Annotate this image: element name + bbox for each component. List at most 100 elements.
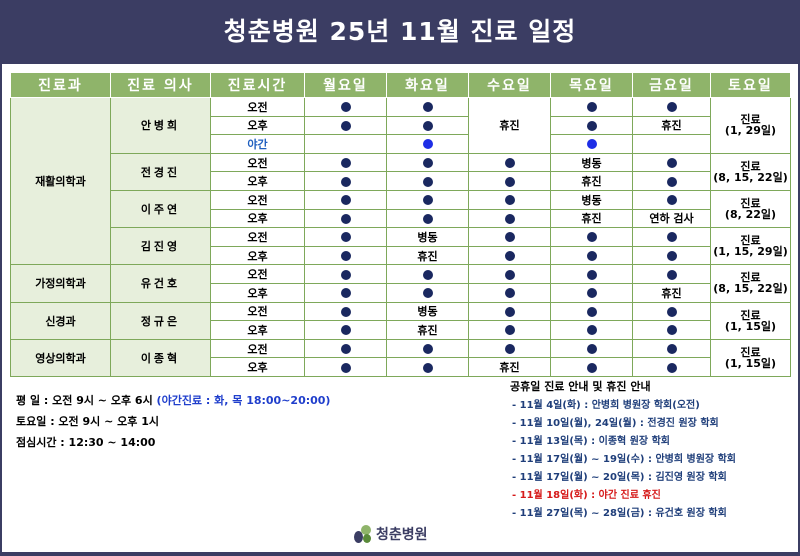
- available-dot-icon: [586, 120, 597, 131]
- available-dot-icon: [422, 213, 433, 224]
- slot-cell: [386, 357, 469, 377]
- notice-item: - 11월 27일(목) ~ 28일(금) : 유건호 원장 학회: [512, 508, 727, 519]
- time-slot: 오전: [210, 97, 305, 117]
- slot-cell: [632, 264, 711, 284]
- available-dot-icon: [340, 362, 351, 373]
- available-dot-icon: [422, 120, 433, 131]
- available-dot-icon: [586, 325, 597, 336]
- slot-cell: [304, 152, 387, 173]
- closed-mark: 휴진: [550, 208, 633, 229]
- slot-cell: [468, 171, 551, 191]
- notice-item: - 11월 4일(화) : 안병희 병원장 학회(오전): [512, 400, 700, 411]
- slot-cell: [386, 338, 469, 359]
- doctor-name: 이주연: [110, 189, 211, 229]
- table-row: 재활의학과 안병희 오전 휴진 진료 (1, 29일): [10, 96, 791, 266]
- lunch-hours: 점심시간 : 12:30 ~ 14:00: [16, 436, 156, 449]
- available-dot-icon: [504, 325, 515, 336]
- slot-cell: [304, 301, 387, 322]
- time-slot: 오전: [210, 338, 305, 359]
- saturday-cell: 진료 (1, 15일): [710, 338, 791, 377]
- col-header: 금요일: [632, 72, 711, 98]
- table-row: 신경과 정규은 오전 병동 진료 (1, 15일): [10, 301, 791, 340]
- saturday-label: 진료: [740, 234, 761, 248]
- doctor-name: 유건호: [110, 264, 211, 303]
- table-row: 야간: [11, 134, 791, 154]
- table-row: 영상의학과 이종혁 오전 진료 (1, 15일): [10, 338, 791, 377]
- slot-cell: [304, 264, 387, 284]
- available-dot-icon: [666, 251, 677, 262]
- table-row: 오후 휴진: [11, 357, 791, 377]
- saturday-dates: (8, 15, 22일): [713, 170, 788, 184]
- available-dot-icon: [340, 158, 351, 169]
- time-slot: 오후: [210, 282, 305, 303]
- saturday-cell: 진료 (8, 15, 22일): [710, 152, 791, 191]
- slot-cell: [550, 320, 633, 340]
- slot-cell: [468, 264, 551, 284]
- slot-cell: [386, 282, 469, 303]
- available-dot-icon: [666, 269, 677, 280]
- slot-cell: [468, 338, 551, 359]
- slot-cell: [468, 189, 551, 210]
- bottom-bar: [0, 552, 800, 556]
- slot-cell: [632, 97, 711, 117]
- available-dot-icon: [666, 195, 677, 206]
- closed-mark: 휴진: [386, 245, 469, 266]
- available-dot-icon: [666, 344, 677, 355]
- slot-cell: [386, 97, 469, 117]
- available-dot-icon: [340, 344, 351, 355]
- slot-cell: [386, 208, 469, 229]
- slot-cell: [304, 97, 387, 117]
- saturday-dates: (1, 15일): [724, 356, 777, 370]
- logo-icon: [354, 525, 372, 543]
- available-dot-icon: [340, 232, 351, 243]
- saturday-dates: (8, 22일): [724, 208, 777, 222]
- available-dot-icon: [666, 306, 677, 317]
- available-dot-icon: [504, 288, 515, 299]
- saturday-label: 진료: [740, 113, 761, 127]
- slot-cell: [468, 208, 551, 229]
- col-header: 월요일: [304, 72, 387, 98]
- available-dot-icon: [504, 306, 515, 317]
- slot-cell: [632, 338, 711, 359]
- ward-mark: 병동: [550, 152, 633, 173]
- schedule-table: 진료과 진료 의사 진료시간 월요일 화요일 수요일 목요일 금요일 토요일 재…: [10, 72, 791, 377]
- slot-cell: [304, 208, 387, 229]
- weekday-hours-text: 평 일 : 오전 9시 ~ 오후 6시: [16, 394, 153, 407]
- slot-cell: [632, 227, 711, 247]
- dept-neuro: 신경과: [10, 301, 111, 340]
- col-header: 진료과: [10, 72, 111, 98]
- slot-cell: [550, 282, 633, 303]
- weekday-hours: 평 일 : 오전 9시 ~ 오후 6시 (야간진료 : 화, 목 18:00~2…: [16, 392, 330, 408]
- available-dot-icon: [504, 195, 515, 206]
- closed-mark: 휴진: [468, 97, 551, 154]
- slot-cell: [468, 320, 551, 340]
- slot-cell: [304, 189, 387, 210]
- doctor-name: 김진영: [110, 227, 211, 266]
- saturday-dates: (8, 15, 22일): [713, 282, 788, 296]
- saturday-label: 진료: [740, 271, 761, 285]
- saturday-label: 진료: [740, 345, 761, 359]
- saturday-label: 진료: [740, 159, 761, 173]
- slot-cell: [632, 171, 711, 191]
- slot-cell: [304, 338, 387, 359]
- slot-cell: [550, 134, 633, 154]
- available-dot-icon: [586, 306, 597, 317]
- slot-cell: [304, 134, 387, 154]
- closed-mark: 휴진: [386, 320, 469, 340]
- slot-cell: [550, 338, 633, 359]
- slot-cell: [632, 189, 711, 210]
- slot-cell: [304, 227, 387, 247]
- ward-mark: 병동: [386, 227, 469, 247]
- table-row: 가정의학과 유건호 오전 진료 (8, 15, 22일): [10, 264, 791, 303]
- saturday-cell: 진료 (8, 22일): [710, 189, 791, 229]
- slot-cell: [632, 320, 711, 340]
- available-dot-icon: [340, 325, 351, 336]
- night-dot-icon: [586, 139, 597, 150]
- table-row: 오후 휴진: [11, 282, 791, 303]
- slot-cell: [304, 171, 387, 191]
- time-slot: 오전: [210, 301, 305, 322]
- notice-item-night: - 11월 18일(화) : 야간 진료 휴진: [512, 490, 661, 501]
- available-dot-icon: [422, 102, 433, 113]
- available-dot-icon: [422, 176, 433, 187]
- slot-cell: [386, 189, 469, 210]
